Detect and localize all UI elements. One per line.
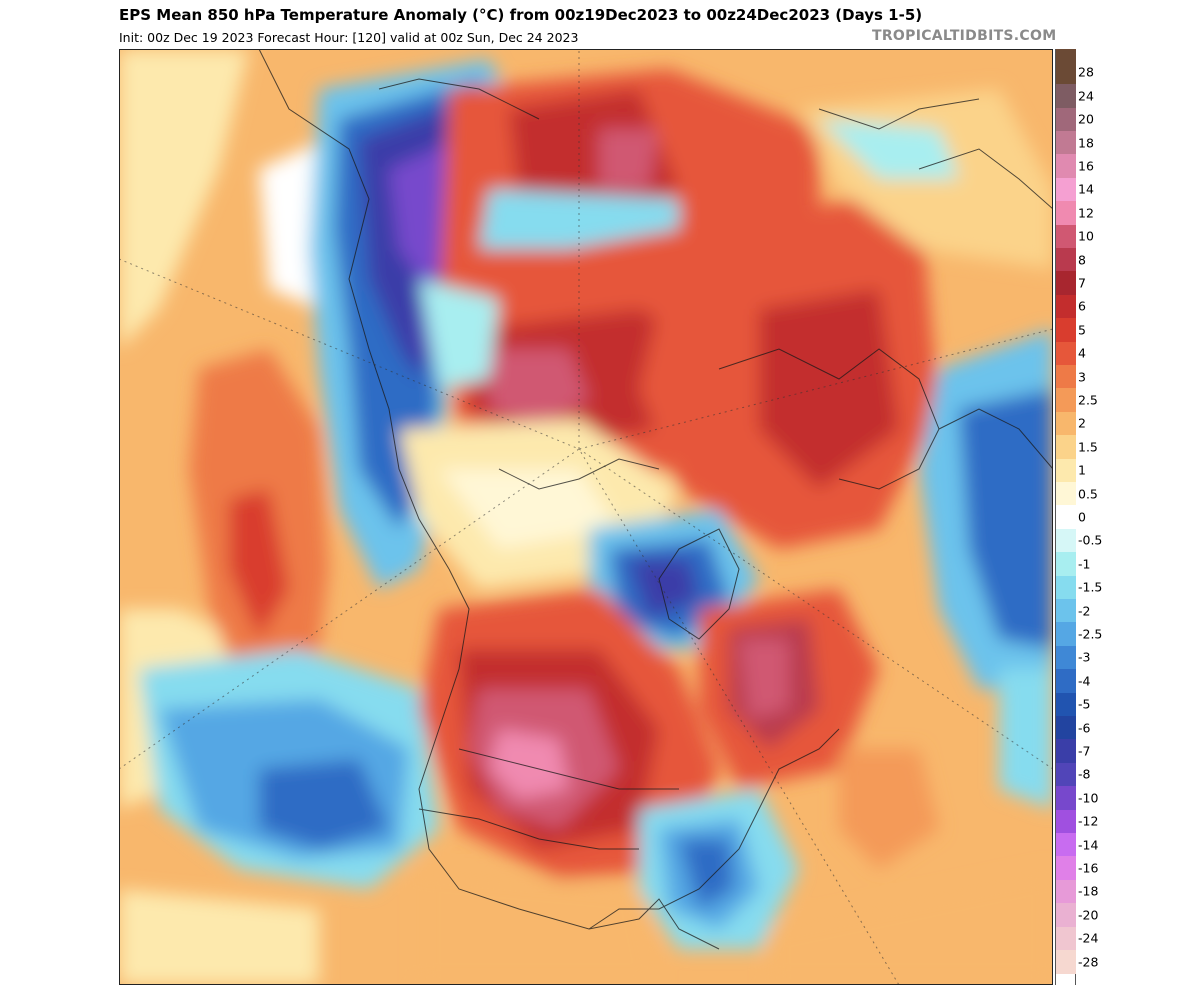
- legend-label: 4: [1078, 345, 1086, 361]
- color-scale-legend: [1055, 49, 1076, 985]
- legend-swatch: [1056, 341, 1076, 366]
- legend-label: 20: [1078, 111, 1094, 127]
- legend-label: 12: [1078, 205, 1094, 221]
- legend-swatch: [1056, 505, 1076, 530]
- legend-label: 28: [1078, 64, 1094, 80]
- legend-label: -20: [1078, 907, 1099, 923]
- legend-label: -12: [1078, 813, 1099, 829]
- legend-swatch: [1056, 458, 1076, 483]
- legend-swatch: [1056, 598, 1076, 624]
- legend-label: 6: [1078, 298, 1086, 314]
- legend-label: -6: [1078, 720, 1091, 736]
- legend-label: 0.5: [1078, 486, 1098, 502]
- color-scale-labels: 28 24 20 18 16 14 12 10 8 7 6 5 4 3 2.5 2 1.5 1 0.5 0 -0.5 -1…: [1068, 49, 1108, 985]
- legend-label: 24: [1078, 88, 1094, 104]
- legend-swatch: [1056, 49, 1076, 62]
- legend-swatch: [1056, 84, 1076, 109]
- legend-label: 3: [1078, 369, 1086, 385]
- anomaly-map: [119, 49, 1053, 985]
- legend-label: -0.5: [1078, 532, 1103, 548]
- legend-swatch: [1056, 130, 1076, 156]
- brand-watermark: TROPICALTIDBITS.COM: [872, 28, 1057, 44]
- chart-title: EPS Mean 850 hPa Temperature Anomaly (°C…: [119, 6, 923, 24]
- legend-label: -5: [1078, 696, 1091, 712]
- legend-swatch: [1056, 669, 1076, 694]
- chart-subtitle: Init: 00z Dec 19 2023 Forecast Hour: [12…: [119, 30, 579, 45]
- legend-swatch: [1056, 107, 1076, 132]
- legend-label: -3: [1078, 649, 1091, 665]
- legend-swatch: [1056, 786, 1076, 811]
- legend-label: -24: [1078, 930, 1099, 946]
- legend-swatch: [1056, 435, 1076, 460]
- legend-label: -10: [1078, 790, 1099, 806]
- legend-label: -14: [1078, 837, 1099, 853]
- legend-swatch: [1056, 739, 1076, 764]
- legend-label: 7: [1078, 275, 1086, 291]
- legend-swatch: [1056, 715, 1076, 741]
- legend-swatch: [1056, 177, 1076, 203]
- legend-label: -8: [1078, 766, 1091, 782]
- legend-label: 2.5: [1078, 392, 1098, 408]
- legend-label: 1: [1078, 462, 1086, 478]
- legend-label: -2: [1078, 603, 1091, 619]
- legend-swatch: [1056, 60, 1076, 86]
- legend-swatch: [1056, 645, 1076, 671]
- legend-label: 2: [1078, 415, 1086, 431]
- legend-label: -16: [1078, 860, 1099, 876]
- legend-swatch: [1056, 481, 1076, 507]
- legend-label: 10: [1078, 228, 1094, 244]
- legend-swatch: [1056, 388, 1076, 413]
- legend-swatch: [1056, 294, 1076, 320]
- legend-label: -28: [1078, 954, 1099, 970]
- legend-swatch: [1056, 926, 1076, 951]
- legend-swatch: [1056, 809, 1076, 834]
- legend-label: 8: [1078, 252, 1086, 268]
- legend-swatch: [1056, 271, 1076, 296]
- legend-label: -2.5: [1078, 626, 1103, 642]
- legend-swatch: [1056, 856, 1076, 881]
- legend-label: 14: [1078, 181, 1094, 197]
- legend-swatch: [1056, 247, 1076, 273]
- legend-label: -4: [1078, 673, 1091, 689]
- legend-swatch: [1056, 903, 1076, 928]
- legend-swatch: [1056, 224, 1076, 249]
- legend-swatch: [1056, 201, 1076, 226]
- legend-swatch: [1056, 318, 1076, 343]
- legend-swatch: [1056, 528, 1076, 554]
- legend-swatch: [1056, 552, 1076, 577]
- legend-label: -18: [1078, 883, 1099, 899]
- legend-label: -1: [1078, 556, 1091, 572]
- legend-label: 5: [1078, 322, 1086, 338]
- legend-swatch: [1056, 692, 1076, 717]
- legend-swatch: [1056, 622, 1076, 647]
- legend-swatch: [1056, 832, 1076, 858]
- legend-swatch: [1056, 879, 1076, 905]
- legend-label: -7: [1078, 743, 1091, 759]
- legend-swatch: [1056, 411, 1076, 437]
- legend-label: 1.5: [1078, 439, 1098, 455]
- legend-swatch: [1056, 762, 1076, 788]
- legend-label: -1.5: [1078, 579, 1103, 595]
- legend-label: 18: [1078, 135, 1094, 151]
- legend-label: 16: [1078, 158, 1094, 174]
- legend-label: 0: [1078, 509, 1086, 525]
- legend-swatch: [1056, 949, 1076, 975]
- legend-swatch: [1056, 575, 1076, 600]
- legend-swatch: [1056, 154, 1076, 179]
- legend-swatch: [1056, 364, 1076, 390]
